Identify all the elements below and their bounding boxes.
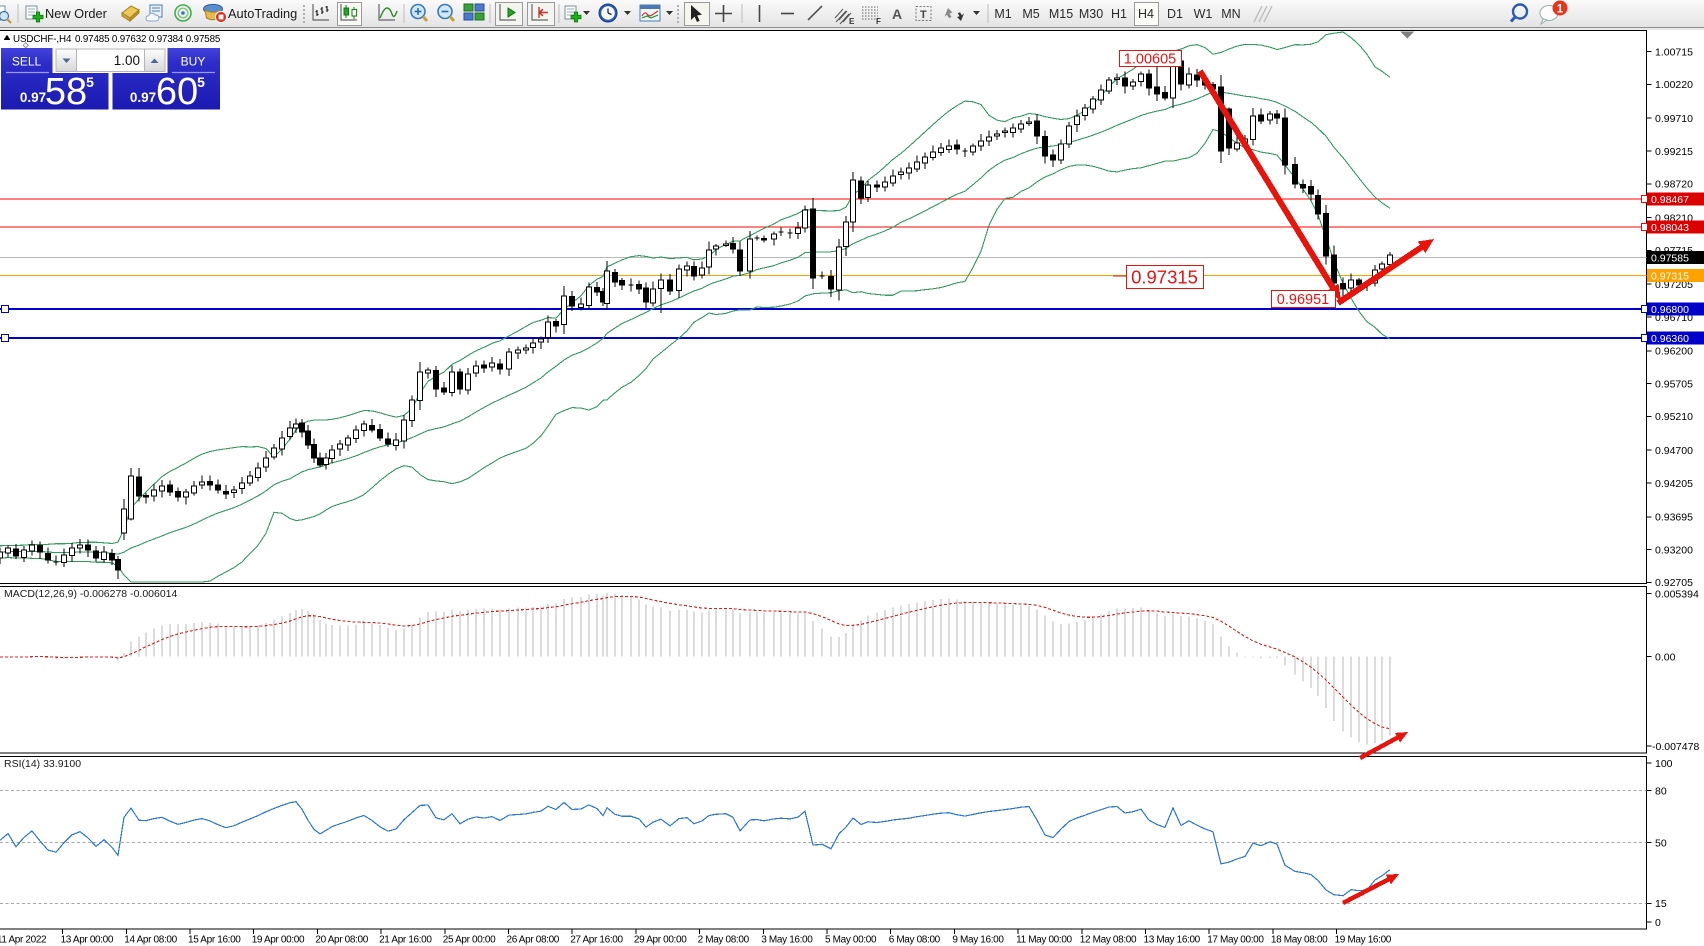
- svg-text:W1: W1: [1194, 7, 1213, 21]
- svg-text:21 Apr 16:00: 21 Apr 16:00: [379, 935, 432, 946]
- svg-text:0.98043: 0.98043: [1651, 222, 1689, 234]
- svg-text:0.96800: 0.96800: [1651, 304, 1689, 316]
- svg-text:0.97315: 0.97315: [1131, 267, 1198, 288]
- svg-text:F: F: [876, 17, 881, 26]
- svg-text:18 May 08:00: 18 May 08:00: [1271, 935, 1328, 946]
- svg-text:AutoTrading: AutoTrading: [228, 6, 297, 21]
- svg-text:1.00220: 1.00220: [1655, 79, 1693, 91]
- svg-text:5: 5: [197, 74, 205, 90]
- svg-text:20 Apr 08:00: 20 Apr 08:00: [315, 935, 368, 946]
- svg-text:0.005394: 0.005394: [1655, 588, 1699, 600]
- svg-text:0.97: 0.97: [20, 90, 46, 105]
- svg-text:1.00: 1.00: [114, 53, 140, 68]
- svg-text:12 May 08:00: 12 May 08:00: [1080, 935, 1137, 946]
- svg-text:1: 1: [1557, 4, 1564, 16]
- svg-text:M30: M30: [1079, 7, 1103, 21]
- svg-text:New Order: New Order: [45, 6, 108, 21]
- svg-text:M15: M15: [1049, 7, 1073, 21]
- svg-text:14 Apr 08:00: 14 Apr 08:00: [124, 935, 177, 946]
- svg-text:13 Apr 00:00: 13 Apr 00:00: [61, 935, 114, 946]
- svg-text:0.93200: 0.93200: [1655, 544, 1693, 556]
- svg-text:15 Apr 16:00: 15 Apr 16:00: [188, 935, 241, 946]
- svg-text:0.99215: 0.99215: [1655, 146, 1693, 158]
- svg-text:-0.007478: -0.007478: [1652, 741, 1699, 753]
- svg-text:0.95210: 0.95210: [1655, 411, 1693, 423]
- svg-text:11 May 00:00: 11 May 00:00: [1016, 935, 1072, 946]
- svg-text:17 May 00:00: 17 May 00:00: [1207, 935, 1264, 946]
- svg-text:0.00: 0.00: [1655, 651, 1676, 663]
- svg-text:58: 58: [45, 71, 87, 113]
- svg-text:13 May 16:00: 13 May 16:00: [1144, 935, 1201, 946]
- svg-text:3 May 16:00: 3 May 16:00: [761, 935, 813, 946]
- svg-text:USDCHF-,H4: USDCHF-,H4: [13, 34, 72, 45]
- svg-text:0.94700: 0.94700: [1655, 445, 1693, 457]
- svg-text:0.92705: 0.92705: [1655, 577, 1693, 589]
- svg-text:D1: D1: [1167, 7, 1183, 21]
- svg-text:0.97485 0.97632 0.97384 0.9758: 0.97485 0.97632 0.97384 0.97585: [75, 34, 221, 45]
- svg-text:27 Apr 16:00: 27 Apr 16:00: [570, 935, 623, 946]
- svg-text:0.98467: 0.98467: [1651, 194, 1689, 206]
- svg-text:19 May 16:00: 19 May 16:00: [1335, 935, 1392, 946]
- svg-text:H4: H4: [1138, 7, 1154, 21]
- svg-text:5: 5: [86, 74, 94, 90]
- svg-text:25 Apr 00:00: 25 Apr 00:00: [443, 935, 496, 946]
- svg-text:M5: M5: [1022, 7, 1039, 21]
- svg-text:E: E: [849, 17, 855, 26]
- svg-text:RSI(14) 33.9100: RSI(14) 33.9100: [4, 758, 81, 770]
- svg-text:15: 15: [1655, 898, 1667, 910]
- svg-text:2 May 08:00: 2 May 08:00: [698, 935, 750, 946]
- svg-text:100: 100: [1655, 758, 1673, 770]
- svg-text:A: A: [892, 6, 902, 22]
- svg-text:1.00715: 1.00715: [1655, 46, 1693, 58]
- svg-text:11 Apr 2022: 11 Apr 2022: [0, 935, 47, 946]
- svg-text:26 Apr 08:00: 26 Apr 08:00: [507, 935, 560, 946]
- svg-text:H1: H1: [1111, 7, 1127, 21]
- svg-text:0.95705: 0.95705: [1655, 378, 1693, 390]
- svg-text:0.94205: 0.94205: [1655, 478, 1693, 490]
- svg-text:80: 80: [1655, 785, 1667, 797]
- svg-text:0: 0: [1655, 917, 1661, 929]
- svg-text:0.97585: 0.97585: [1651, 252, 1689, 264]
- svg-text:0.96200: 0.96200: [1655, 346, 1693, 358]
- svg-text:MACD(12,26,9) -0.006278 -0.006: MACD(12,26,9) -0.006278 -0.006014: [4, 588, 178, 600]
- svg-text:0.96360: 0.96360: [1651, 333, 1689, 345]
- svg-text:MN: MN: [1221, 7, 1240, 21]
- svg-text:SELL: SELL: [12, 55, 42, 69]
- svg-text:0.97315: 0.97315: [1651, 270, 1689, 282]
- svg-text:0.99710: 0.99710: [1655, 113, 1693, 125]
- svg-text:9 May 16:00: 9 May 16:00: [952, 935, 1004, 946]
- svg-text:BUY: BUY: [181, 55, 206, 69]
- svg-text:60: 60: [156, 71, 198, 113]
- svg-text:5 May 00:00: 5 May 00:00: [825, 935, 877, 946]
- svg-text:M1: M1: [994, 7, 1011, 21]
- svg-text:6 May 08:00: 6 May 08:00: [889, 935, 941, 946]
- svg-text:T: T: [920, 9, 927, 21]
- svg-text:0.96951: 0.96951: [1277, 292, 1329, 308]
- svg-text:29 Apr 00:00: 29 Apr 00:00: [634, 935, 687, 946]
- svg-text:0.97: 0.97: [130, 90, 156, 105]
- svg-text:1.00605: 1.00605: [1124, 52, 1176, 68]
- svg-text:0.93695: 0.93695: [1655, 512, 1693, 524]
- svg-text:50: 50: [1655, 837, 1667, 849]
- svg-text:0.98720: 0.98720: [1655, 179, 1693, 191]
- svg-text:19 Apr 00:00: 19 Apr 00:00: [252, 935, 305, 946]
